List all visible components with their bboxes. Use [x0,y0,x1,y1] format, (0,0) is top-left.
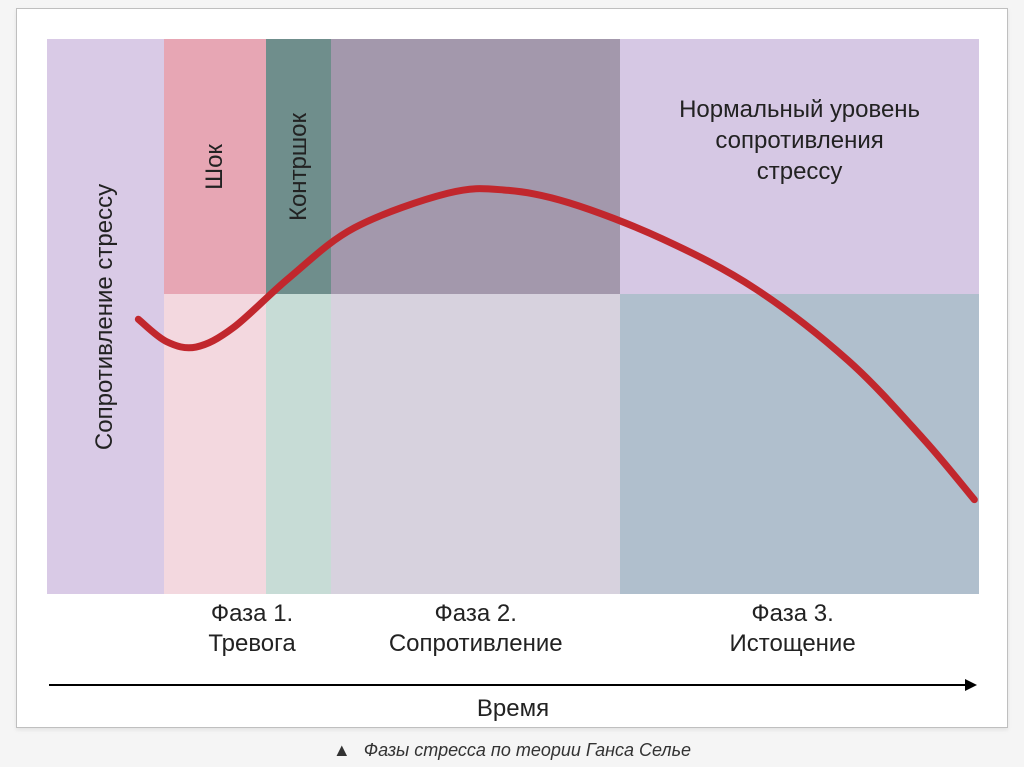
phase-label-2: Фаза 2.Сопротивление [389,599,563,659]
caption-text: Фазы стресса по теории Ганса Селье [364,740,691,760]
caption-marker-icon: ▲ [333,740,351,760]
time-arrow [47,677,979,693]
stress-curve [47,39,979,594]
chart-frame: Сопротивление стрессуШокКонтршокНормальн… [16,8,1008,728]
x-axis-label: Время [477,695,549,723]
phase-labels-row: Фаза 1.Тревога Фаза 2.Сопротивление Фаза 3… [47,599,979,669]
phase-label-1: Фаза 1.Тревога [208,599,295,659]
phase-label-3: Фаза 3.Истощение [730,599,856,659]
x-axis-row: Время [47,677,979,717]
caption: ▲ Фазы стресса по теории Ганса Селье [0,740,1024,761]
plot-area: Сопротивление стрессуШокКонтршокНормальн… [47,39,979,594]
